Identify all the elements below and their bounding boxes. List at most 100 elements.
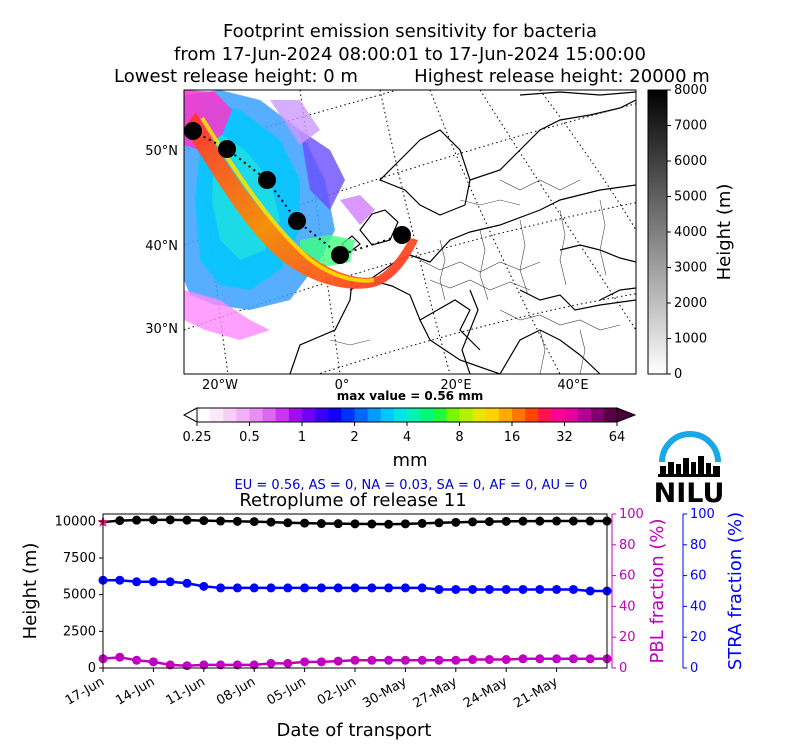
series-point-height [115, 516, 125, 526]
series-point-pbl [367, 655, 377, 665]
series-point-height [333, 519, 343, 529]
x-tick-label: 21-May [511, 674, 560, 711]
series-point-stra [249, 583, 259, 593]
mm-colorbar-segment [197, 408, 211, 422]
height-colorbar-tick-label: 6000 [674, 154, 707, 169]
height-colorbar-tick-label: 2000 [674, 296, 707, 311]
mm-colorbar-segment [380, 408, 395, 422]
mm-colorbar-segment [459, 408, 474, 422]
series-point-pbl [484, 655, 494, 665]
x-tick-label: 17-Jun [63, 674, 107, 708]
mm-colorbar-tick-label: 0.5 [239, 430, 260, 445]
stra-axis-tick-label: 100 [690, 507, 715, 522]
logo-text: NILU [654, 478, 725, 509]
series-point-stra [585, 586, 595, 596]
series-point-stra [266, 583, 276, 593]
series-point-stra [518, 584, 528, 594]
series-point-pbl [417, 655, 427, 665]
mm-colorbar-under-arrow [182, 407, 198, 423]
series-point-stra [384, 583, 394, 593]
series-point-pbl [518, 654, 528, 664]
trajectory-marker [184, 122, 202, 140]
mm-colorbar-tick-label: 8 [455, 430, 463, 445]
series-point-pbl [333, 656, 343, 666]
series-point-stra [165, 577, 175, 587]
series-point-pbl [384, 655, 394, 665]
series-point-height [148, 515, 158, 525]
series-point-height [367, 519, 377, 529]
mm-colorbar-segment [551, 408, 565, 422]
series-point-pbl [249, 660, 259, 670]
mm-colorbar-segment [512, 408, 526, 422]
series-point-pbl [232, 660, 242, 670]
series-point-stra [115, 575, 125, 585]
series-point-stra [484, 584, 494, 594]
stra-axis-tick-label: 40 [690, 599, 707, 614]
series-point-stra [568, 584, 578, 594]
pbl-axis-tick-label: 60 [619, 569, 636, 584]
mm-colorbar-segment [525, 408, 539, 422]
series-height [97, 515, 612, 529]
title-line-1: Footprint emission sensitivity for bacte… [223, 21, 597, 42]
series-point-height [216, 516, 226, 526]
region-fractions: EU = 0.56, AS = 0, NA = 0.03, SA = 0, AF… [235, 478, 588, 493]
x-tick-label: 14-Jun [113, 674, 157, 708]
mm-colorbar-segment [262, 408, 277, 422]
mm-colorbar-segment [420, 408, 434, 422]
series-point-height [501, 516, 511, 526]
series-point-height [468, 517, 478, 527]
series-point-stra [434, 584, 444, 594]
lat-label-40: 40°N [145, 239, 178, 254]
series-point-stra [132, 577, 142, 587]
coastlines [289, 91, 636, 374]
mm-colorbar-tick-label: 16 [504, 430, 521, 445]
height-colorbar-tick-label: 3000 [674, 261, 707, 276]
series-point-pbl [316, 657, 326, 667]
height-colorbar-tick-label: 4000 [674, 225, 707, 240]
series-point-height [400, 519, 410, 529]
y-axis-label-pbl: PBL fraction (%) [647, 519, 668, 664]
series-point-pbl [350, 655, 360, 665]
mm-colorbar-segment [590, 408, 605, 422]
series-point-height [316, 519, 326, 529]
series-point-pbl [283, 658, 293, 668]
mm-colorbar: max value = 0.56 mm 0.25 0.5 1 2 4 8 16 32 64 mm [182, 389, 637, 471]
y-axis-label-height: Height (m) [20, 543, 41, 640]
series-stra [98, 575, 612, 596]
mm-colorbar-segment [433, 408, 447, 422]
series-point-stra [468, 584, 478, 594]
series-point-stra [333, 583, 343, 593]
stra-axis-tick-label: 20 [690, 630, 707, 645]
y-tick-label-height: 0 [88, 661, 96, 676]
series-point-pbl [468, 655, 478, 665]
series-point-height [434, 518, 444, 528]
series-point-height [266, 517, 276, 527]
series-point-height [535, 516, 545, 526]
stra-axis-tick-label: 80 [690, 538, 707, 553]
lat-label-30: 30°N [145, 322, 178, 337]
series-point-pbl [568, 654, 578, 664]
series-point-height [484, 517, 494, 527]
y-axis-label-stra: STRA fraction (%) [725, 512, 746, 670]
lowest-release-height: Lowest release height: 0 m [114, 66, 358, 87]
lon-label-20w: 20°W [202, 378, 238, 393]
series-point-height [283, 518, 293, 528]
mm-colorbar-segment [328, 408, 342, 422]
mm-colorbar-tick-label: 4 [403, 430, 411, 445]
pbl-axis-tick-label: 80 [619, 538, 636, 553]
x-axis-label: Date of transport [277, 720, 432, 741]
height-colorbar-gradient [647, 89, 668, 375]
title-line-2: from 17-Jun-2024 08:00:01 to 17-Jun-2024… [174, 44, 646, 65]
mm-colorbar-segment [288, 408, 303, 422]
mm-colorbar-segment [236, 408, 250, 422]
series-point-height [585, 516, 595, 526]
mm-colorbar-segment [315, 408, 329, 422]
mm-colorbar-segment [275, 408, 290, 422]
trajectory-path [192, 130, 403, 257]
series-point-pbl [199, 660, 209, 670]
mm-colorbar-segment [223, 408, 237, 422]
series-point-stra [400, 583, 410, 593]
series-point-height [417, 518, 427, 528]
mm-colorbar-segment [367, 408, 382, 422]
mm-colorbar-segment [249, 408, 264, 422]
